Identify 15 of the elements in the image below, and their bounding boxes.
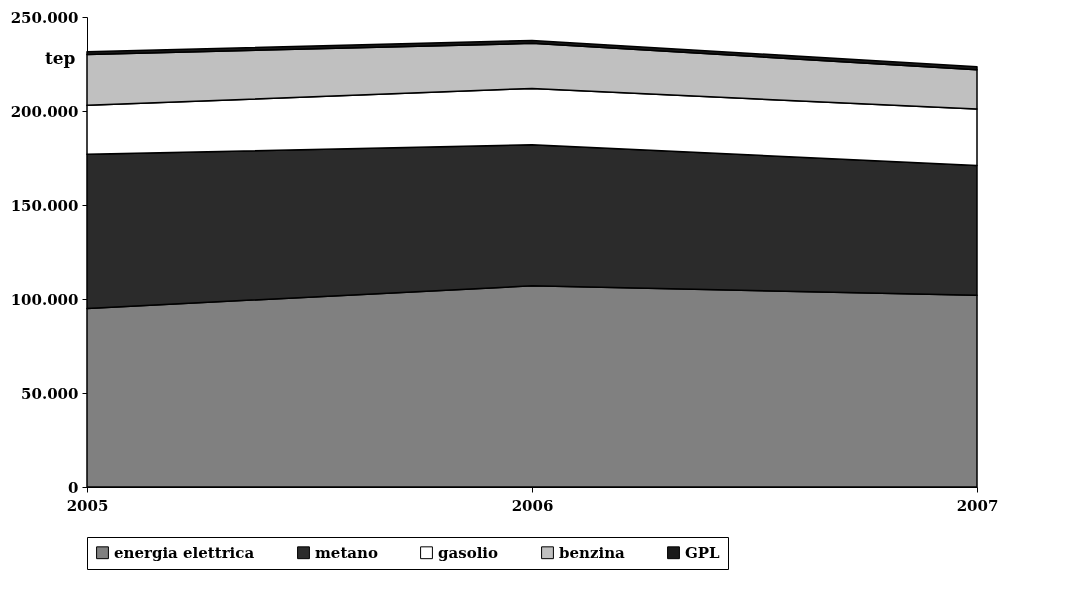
legend-label: gasolio (438, 543, 499, 562)
y-tick-label: 150.000 (10, 196, 79, 215)
x-tick-label: 2005 (66, 496, 109, 515)
y-tick-label: 200.000 (10, 102, 79, 121)
legend-label: GPL (685, 543, 721, 562)
y-tick-label: 250.000 (10, 8, 79, 27)
y-axis-title: tep (44, 47, 76, 68)
y-tick-label: 100.000 (10, 290, 79, 309)
y-tick-label: 0 (68, 478, 79, 497)
y-tick-label: 50.000 (21, 384, 79, 403)
legend-label: metano (315, 543, 378, 562)
x-tick-label: 2007 (956, 496, 999, 515)
legend-label: energia elettrica (114, 543, 255, 562)
x-tick-label: 2006 (511, 496, 554, 515)
legend-label: benzina (559, 543, 626, 562)
